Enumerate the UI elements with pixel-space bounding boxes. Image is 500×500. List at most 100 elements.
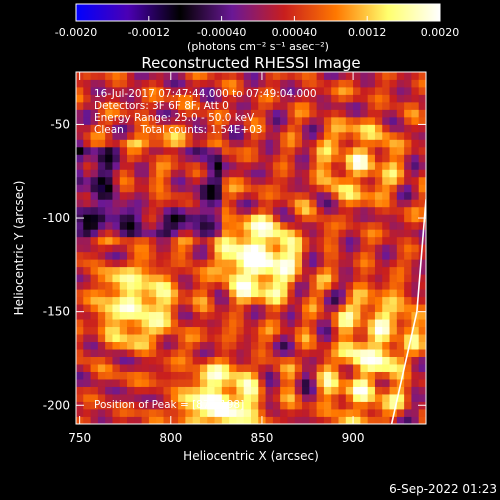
heatmap-cell (258, 154, 267, 163)
heatmap-cell (148, 296, 157, 305)
heatmap-cell (360, 161, 369, 170)
heatmap-cell (251, 364, 259, 372)
heatmap-cell (229, 229, 238, 238)
heatmap-cell (148, 94, 157, 103)
x-tick-label: 900 (342, 431, 365, 445)
heatmap-cell (141, 169, 150, 178)
heatmap-cell (105, 349, 114, 357)
heatmap-cell (105, 311, 114, 320)
heatmap-cell (316, 379, 325, 387)
heatmap-cell (374, 154, 383, 163)
heatmap-cell (323, 161, 332, 170)
annotation-clean-counts: Clean Total counts: 1.54E+03 (94, 124, 263, 136)
heatmap-cell (382, 319, 391, 328)
heatmap-cell (251, 206, 259, 215)
heatmap-cell (309, 139, 318, 148)
heatmap-cell (141, 124, 150, 133)
heatmap-cell (396, 169, 405, 178)
heatmap-cell (243, 146, 252, 155)
heatmap-cell (251, 229, 259, 238)
heatmap-cell (127, 124, 135, 133)
heatmap-cell (294, 169, 303, 178)
heatmap-cell (178, 131, 186, 140)
heatmap-cell (148, 289, 157, 298)
heatmap-cell (192, 379, 201, 387)
heatmap-cell (272, 244, 281, 253)
heatmap-cell (382, 154, 391, 163)
heatmap-cell (287, 311, 296, 320)
heatmap-cell (192, 124, 201, 133)
heatmap-cell (127, 244, 135, 253)
heatmap-cell (221, 139, 230, 148)
heatmap-cell (207, 176, 216, 185)
heatmap-cell (316, 101, 325, 110)
heatmap-cell (127, 206, 135, 215)
heatmap-cell (353, 72, 361, 80)
heatmap-cell (127, 109, 135, 118)
heatmap-cell (97, 334, 106, 343)
heatmap-cell (382, 244, 391, 253)
heatmap-cell (170, 416, 179, 424)
heatmap-cell (134, 199, 143, 208)
heatmap-cell (156, 229, 165, 238)
heatmap-cell (229, 251, 238, 260)
heatmap-cell (367, 199, 376, 208)
heatmap-cell (199, 371, 208, 380)
heatmap-cell (251, 394, 259, 402)
heatmap-cell (389, 394, 398, 402)
heatmap-cell (221, 326, 230, 335)
heatmap-cell (76, 221, 84, 230)
heatmap-cell (214, 176, 223, 185)
heatmap-cell (229, 191, 238, 200)
heatmap-cell (229, 296, 238, 305)
heatmap-cell (280, 161, 289, 170)
heatmap-cell (236, 251, 245, 260)
heatmap-cell (309, 176, 318, 185)
heatmap-cell (411, 124, 420, 133)
heatmap-cell (374, 236, 383, 245)
heatmap-cell (134, 356, 143, 365)
heatmap-cell (127, 319, 135, 328)
heatmap-cell (411, 281, 420, 290)
heatmap-cell (141, 236, 150, 245)
heatmap-cell (214, 236, 223, 245)
heatmap-cell (287, 199, 296, 208)
peak-position-label: Position of Peak = [87––198] (94, 399, 244, 411)
heatmap-cell (331, 169, 340, 178)
heatmap-cell (418, 311, 426, 320)
heatmap-cell (280, 364, 289, 372)
heatmap-cell (331, 79, 340, 88)
heatmap-cell (251, 236, 259, 245)
heatmap-cell (389, 124, 398, 133)
heatmap-cell (338, 386, 347, 395)
heatmap-cell (411, 154, 420, 163)
heatmap-cell (382, 364, 391, 372)
heatmap-cell (251, 72, 259, 80)
heatmap-cell (316, 356, 325, 365)
heatmap-cell (156, 266, 165, 275)
heatmap-cell (294, 326, 303, 335)
heatmap-cell (134, 304, 143, 313)
heatmap-cell (148, 311, 157, 320)
heatmap-cell (309, 131, 318, 140)
heatmap-cell (258, 206, 267, 215)
heatmap-cell (338, 371, 347, 380)
heatmap-cell (280, 379, 289, 387)
heatmap-cell (105, 274, 114, 283)
heatmap-cell (83, 86, 92, 95)
heatmap-cell (345, 139, 354, 148)
heatmap-cell (214, 334, 223, 343)
heatmap-cell (170, 86, 179, 95)
heatmap-cell (251, 116, 259, 125)
heatmap-cell (148, 401, 157, 410)
heatmap-cell (178, 206, 186, 215)
heatmap-cell (236, 176, 245, 185)
heatmap-cell (163, 214, 172, 223)
heatmap-cell (76, 349, 84, 357)
heatmap-cell (374, 229, 383, 238)
heatmap-cell (221, 146, 230, 155)
heatmap-cell (185, 326, 194, 335)
heatmap-cell (404, 236, 413, 245)
heatmap-cell (374, 184, 383, 193)
heatmap-cell (97, 394, 106, 402)
